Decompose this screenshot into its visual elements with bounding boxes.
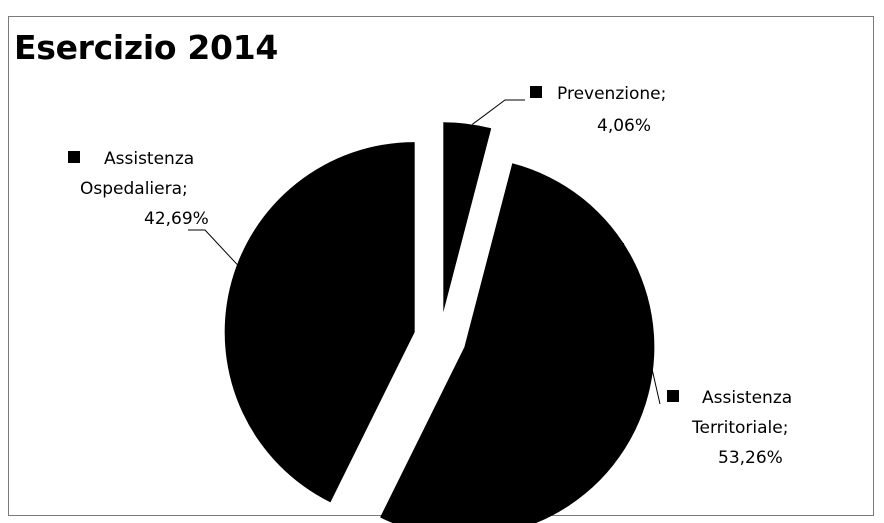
legend-key-prevenzione bbox=[530, 86, 542, 98]
leader-line-territoriale bbox=[622, 242, 661, 405]
label-territoriale-value: 53,26% bbox=[718, 448, 783, 468]
label-prevenzione-value: 4,06% bbox=[597, 116, 651, 136]
leader-line-ospedaliera bbox=[188, 229, 238, 265]
pie-slices bbox=[224, 122, 655, 523]
slice-prevenzione bbox=[443, 122, 492, 313]
slice-territoriale bbox=[380, 163, 655, 523]
legend-key-ospedaliera bbox=[68, 151, 80, 163]
leader-lines bbox=[188, 99, 661, 405]
label-ospedaliera-line1: Assistenza bbox=[104, 149, 194, 169]
label-territoriale-line2: Territoriale; bbox=[691, 418, 788, 438]
chart-title: Esercizio 2014 bbox=[14, 28, 279, 67]
label-prevenzione-name: Prevenzione; bbox=[557, 84, 666, 104]
label-ospedaliera-line2: Ospedaliera; bbox=[80, 179, 188, 199]
label-prevenzione: Prevenzione; 4,06% bbox=[530, 84, 666, 136]
label-ospedaliera-value: 42,69% bbox=[144, 209, 209, 229]
leader-line-prevenzione bbox=[471, 99, 525, 125]
label-ospedaliera: Assistenza Ospedaliera; 42,69% bbox=[68, 149, 209, 229]
label-territoriale: Assistenza Territoriale; 53,26% bbox=[667, 388, 792, 468]
legend-key-territoriale bbox=[667, 390, 679, 402]
label-territoriale-line1: Assistenza bbox=[702, 388, 792, 408]
slice-ospedaliera bbox=[224, 142, 415, 503]
